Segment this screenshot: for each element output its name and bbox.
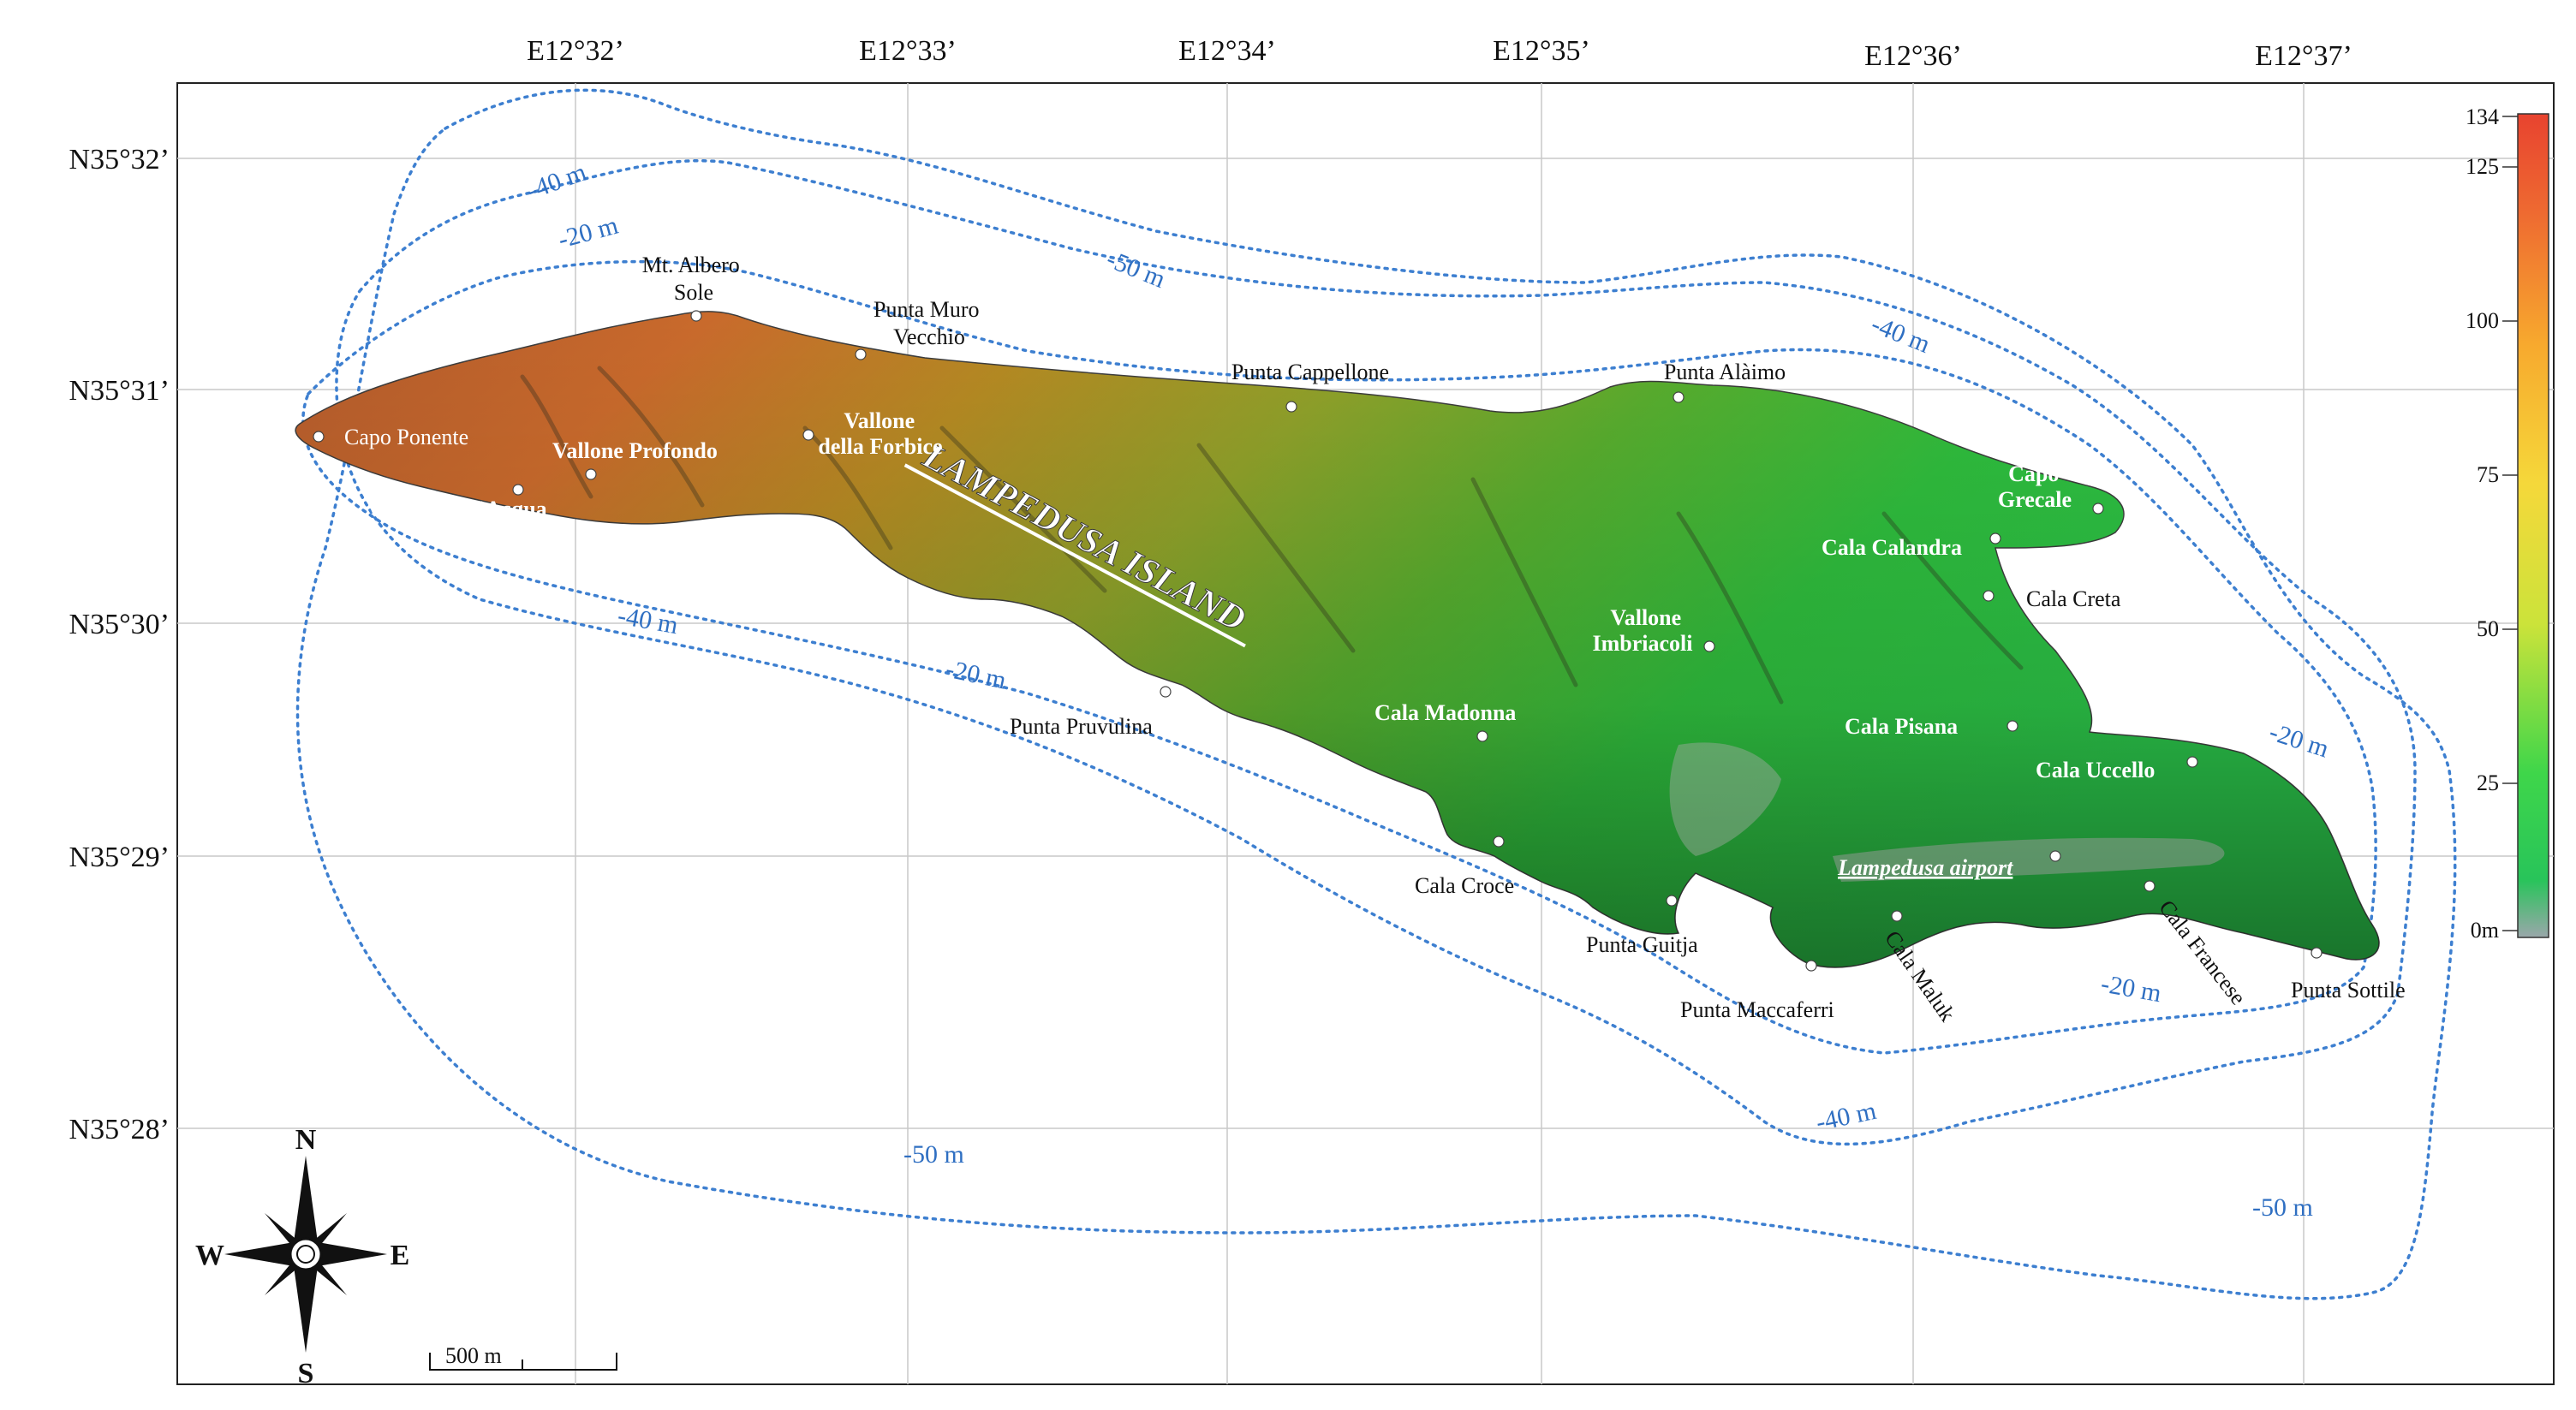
- place-marker: [1673, 391, 1685, 403]
- place-marker: [1989, 532, 2001, 544]
- place-marker: [512, 484, 524, 496]
- place-label-cala-madonna: Cala Madonna: [1374, 700, 1516, 725]
- latitude-label: N35°30’: [69, 609, 170, 640]
- place-marker: [1703, 640, 1715, 652]
- place-label-vallone-dell-acqua: Vallone dell’Acqua: [367, 497, 547, 521]
- compass-needle-south: [294, 1266, 318, 1353]
- place-label-punta-maccaferri: Punta Maccaferri: [1680, 997, 1834, 1022]
- place-marker: [2186, 756, 2198, 768]
- place-marker: [1160, 686, 1172, 698]
- place-label-mt-albero-sole: Mt. Albero Sole: [642, 253, 746, 305]
- place-label-punta-guitja: Punta Guitja: [1586, 932, 1698, 957]
- compass-needle-west: [224, 1242, 294, 1266]
- legend-tick-label: 100: [2466, 308, 2499, 333]
- place-marker: [2311, 947, 2323, 959]
- place-label-cala-creta: Cala Creta: [2026, 586, 2121, 611]
- airport-area: [1833, 837, 2225, 882]
- longitude-label: E12°32’: [527, 35, 624, 67]
- place-label-vallone-della-forbice: Vallone della Forbice: [818, 408, 942, 459]
- legend-tick-label: 125: [2466, 154, 2499, 179]
- latitude-label: N35°32’: [69, 144, 170, 176]
- place-label-cala-uccello: Cala Uccello: [2036, 758, 2155, 782]
- place-marker: [2007, 720, 2018, 732]
- place-label-vallone-imbriacoli: Vallone Imbriacoli: [1593, 605, 1693, 656]
- place-label-capo-grecale: Capo Grecale: [1998, 461, 2072, 512]
- latitude-label: N35°31’: [69, 375, 170, 407]
- legend-tick-label: 75: [2477, 462, 2499, 487]
- scale-bar-label: 500 m: [445, 1343, 502, 1368]
- place-label-cala-pisana: Cala Pisana: [1845, 714, 1958, 739]
- place-marker: [1983, 590, 1995, 602]
- place-label-capo-ponente: Capo Ponente: [344, 425, 468, 449]
- depth-contours: [295, 88, 2457, 1300]
- place-label-lampedusa-airport: Lampedusa airport: [1837, 855, 2013, 880]
- elevation-colorbar: [2517, 113, 2549, 938]
- latitude-label: N35°28’: [69, 1114, 170, 1145]
- place-label-vallone-profondo: Vallone Profondo: [552, 438, 718, 463]
- place-marker: [690, 310, 702, 322]
- compass-label-n: N: [295, 1124, 317, 1156]
- compass-needle-north: [294, 1156, 318, 1242]
- depth-label: -50 m: [2252, 1193, 2313, 1222]
- place-marker: [855, 348, 867, 360]
- longitude-label: E12°36’: [1864, 40, 1962, 72]
- place-label-punta-cappellone: Punta Cappellone: [1231, 360, 1389, 384]
- grey-lowland: [1669, 742, 1781, 856]
- longitude-label: E12°34’: [1178, 35, 1276, 67]
- place-marker: [802, 429, 814, 441]
- island: [295, 311, 2380, 968]
- place-label-cala-calandra: Cala Calandra: [1822, 535, 1962, 560]
- legend-tick-label: 50: [2477, 616, 2499, 641]
- depth-label: -50 m: [903, 1140, 964, 1169]
- longitude-label: E12°37’: [2255, 40, 2352, 72]
- place-marker: [1666, 895, 1678, 907]
- latitude-label: N35°29’: [69, 842, 170, 873]
- island-shade: [295, 311, 2380, 967]
- place-marker: [1891, 910, 1903, 922]
- compass-label-w: W: [195, 1240, 224, 1271]
- place-marker: [1476, 730, 1488, 742]
- compass-rose: N S E W: [195, 1124, 409, 1389]
- elevation-legend: 134 125 100 75 50 25 0m: [2466, 104, 2549, 943]
- place-marker: [313, 431, 325, 443]
- contour-20m: [301, 259, 2377, 1055]
- place-label-punta-sottile: Punta Sottile: [2291, 978, 2406, 1002]
- place-label-punta-muro-vecchio: Punta Muro Vecchio: [874, 297, 985, 349]
- longitude-label: E12°35’: [1493, 35, 1590, 67]
- place-marker: [1493, 836, 1505, 848]
- place-label-punta-pruvulina: Punta Pruvulina: [1010, 714, 1153, 739]
- place-markers: [313, 310, 2323, 972]
- island-title-underline: [903, 463, 1246, 648]
- place-marker: [585, 468, 597, 480]
- compass-label-e: E: [391, 1240, 410, 1271]
- contour-40m: [335, 159, 2417, 1146]
- place-marker: [1805, 960, 1817, 972]
- legend-tick-label: 134: [2466, 104, 2499, 129]
- place-marker: [2049, 850, 2061, 862]
- contour-50m: [295, 88, 2457, 1300]
- place-marker: [2092, 503, 2104, 515]
- place-label-cala-croce: Cala Croce: [1415, 873, 1514, 898]
- longitude-label: E12°33’: [859, 35, 957, 67]
- compass-label-s: S: [298, 1358, 314, 1389]
- place-marker: [2144, 880, 2156, 892]
- place-label-punta-alaimo: Punta Alàimo: [1664, 360, 1786, 384]
- legend-tick-label: 0m: [2471, 918, 2499, 943]
- scale-bar: 500 m: [429, 1343, 617, 1371]
- compass-needle-east: [318, 1242, 387, 1266]
- legend-tick-label: 25: [2477, 770, 2499, 795]
- place-marker: [1285, 401, 1297, 413]
